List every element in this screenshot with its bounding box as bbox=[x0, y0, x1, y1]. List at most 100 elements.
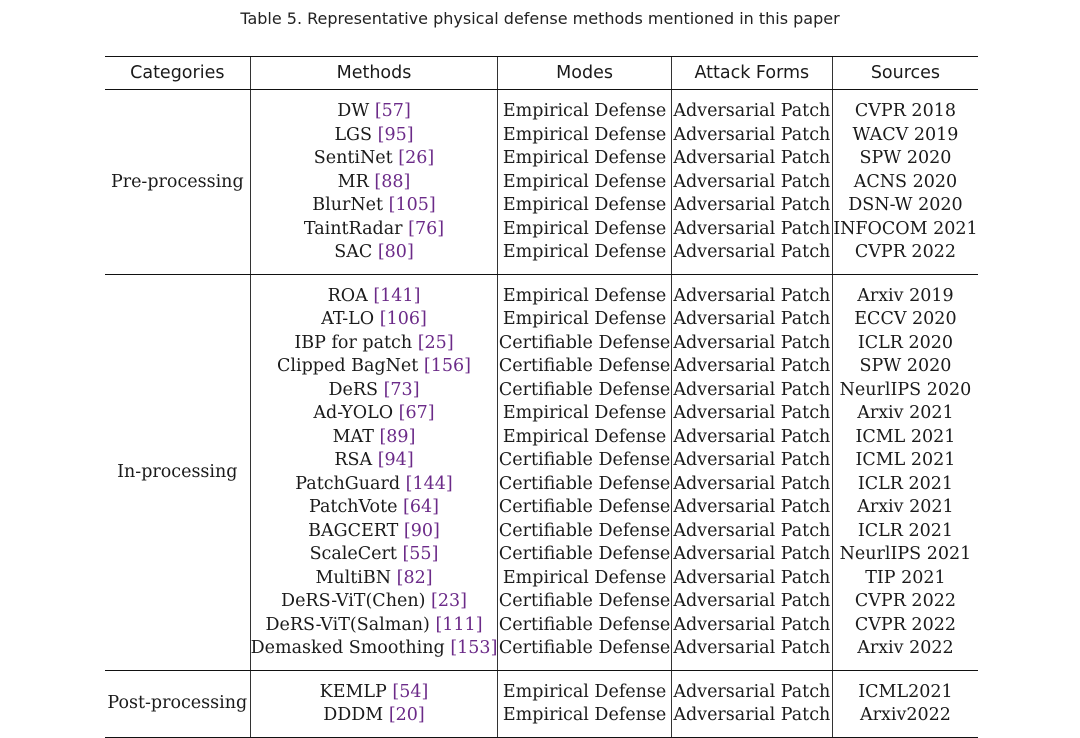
method-name: RSA bbox=[334, 450, 373, 470]
source-cell: ICML2021 bbox=[831, 680, 978, 704]
method-cell: MR [88] bbox=[249, 170, 498, 194]
attack-form-cell: Adversarial Patch bbox=[670, 217, 833, 241]
table-row: DeRS [73] Certifiable Defense Adversarial … bbox=[105, 378, 978, 402]
method-name: Ad-YOLO bbox=[313, 403, 394, 423]
table-row: PatchVote [64] Certifiable Defense Adversa… bbox=[105, 496, 978, 520]
citation-open-bracket: [ bbox=[398, 148, 406, 168]
method-cell: SAC [80] bbox=[249, 241, 498, 265]
source-cell: INFOCOM 2021 bbox=[831, 217, 978, 241]
table-row: AT-LO [106] Empirical Defense Adversarial … bbox=[105, 308, 978, 332]
table-row: SAC [80] Empirical Defense Adversarial Pat… bbox=[105, 241, 978, 265]
mode-cell: Empirical Defense bbox=[497, 566, 672, 590]
spacer-cell bbox=[497, 89, 672, 100]
table-row: IBP for patch [25] Certifiable Defense Adv… bbox=[105, 331, 978, 355]
method-cell: DW [57] bbox=[249, 100, 498, 124]
method-name: ScaleCert bbox=[309, 544, 397, 564]
citation-ref: 55 bbox=[409, 544, 432, 564]
attack-form-cell: Adversarial Patch bbox=[670, 449, 833, 473]
method-name: BlurNet bbox=[312, 195, 384, 215]
citation-ref: 105 bbox=[395, 195, 429, 215]
spacer-row bbox=[105, 274, 978, 285]
citation-ref: 67 bbox=[405, 403, 428, 423]
method-name: MAT bbox=[332, 426, 374, 447]
separator-row bbox=[105, 264, 978, 275]
citation-ref: 64 bbox=[409, 497, 433, 517]
citation-close-bracket: ] bbox=[419, 309, 427, 329]
mode-cell: Certifiable Defense bbox=[497, 613, 672, 637]
method-name: MR bbox=[337, 171, 369, 192]
citation-ref: 82 bbox=[403, 567, 426, 588]
citation-close-bracket: ] bbox=[437, 218, 445, 239]
method-cell: PatchVote [64] bbox=[249, 496, 498, 520]
attack-form-cell: Adversarial Patch bbox=[670, 355, 833, 379]
citation-close-bracket: ] bbox=[433, 520, 440, 541]
method-cell: TaintRadar [76] bbox=[249, 217, 498, 241]
citation-ref: 54 bbox=[399, 681, 422, 702]
citation-close-bracket: ] bbox=[432, 497, 439, 517]
citation-open-bracket: [ bbox=[431, 591, 438, 611]
header-modes: Modes bbox=[497, 56, 672, 90]
attack-form-cell: Adversarial Patch bbox=[670, 472, 833, 496]
separator-cell bbox=[831, 264, 978, 275]
mode-cell: Empirical Defense bbox=[497, 284, 672, 308]
method-name: AT-LO bbox=[321, 309, 375, 329]
method-name: LGS bbox=[334, 124, 373, 145]
method-name: PatchVote bbox=[308, 497, 398, 517]
attack-form-cell: Adversarial Patch bbox=[670, 284, 833, 308]
method-cell: AT-LO [106] bbox=[249, 308, 498, 332]
source-cell: CVPR 2022 bbox=[831, 241, 978, 265]
method-name: PatchGuard bbox=[295, 473, 401, 494]
table-row: BlurNet [105] Empirical Defense Adversaria… bbox=[105, 194, 978, 218]
citation-close-bracket: ] bbox=[428, 195, 436, 215]
separator-cell bbox=[249, 264, 498, 275]
method-name: DeRS-ViT(Salman) bbox=[265, 614, 430, 635]
mode-cell: Certifiable Defense bbox=[497, 331, 672, 355]
separator-cell bbox=[831, 727, 978, 738]
method-cell: BAGCERT [90] bbox=[249, 519, 498, 543]
method-name: SentiNet bbox=[313, 148, 393, 168]
citation-open-bracket: [ bbox=[377, 124, 385, 145]
source-cell: ECCV 2020 bbox=[831, 308, 978, 332]
mode-cell: Empirical Defense bbox=[497, 308, 672, 332]
method-cell: DeRS-ViT(Salman) [111] bbox=[249, 613, 498, 637]
attack-form-cell: Adversarial Patch bbox=[670, 147, 833, 171]
citation-close-bracket: ] bbox=[408, 426, 416, 447]
method-name: SAC bbox=[334, 242, 373, 262]
method-name: Clipped BagNet bbox=[277, 356, 419, 376]
citation-open-bracket: [ bbox=[408, 218, 415, 239]
table-row: RSA [94] Certifiable Defense Adversarial P… bbox=[105, 449, 978, 473]
category-cell: Pre-processing bbox=[110, 171, 244, 192]
table-row: Ad-YOLO [67] Empirical Defense Adversarial… bbox=[105, 402, 978, 426]
table-row: Post-processing KEMLP [54] Empirical Defen… bbox=[105, 680, 978, 713]
mode-cell: Empirical Defense bbox=[497, 241, 672, 265]
spacer-cell bbox=[670, 89, 833, 100]
attack-form-cell: Adversarial Patch bbox=[670, 241, 833, 265]
citation-open-bracket: [ bbox=[435, 614, 443, 635]
mode-cell: Certifiable Defense bbox=[497, 449, 672, 473]
header-methods: Methods bbox=[249, 56, 498, 90]
citation-close-bracket: ] bbox=[413, 285, 421, 306]
mode-cell: Certifiable Defense bbox=[497, 355, 672, 379]
source-cell: SPW 2020 bbox=[831, 355, 978, 379]
header-attack-forms: Attack Forms bbox=[670, 56, 833, 90]
attack-form-cell: Adversarial Patch bbox=[670, 543, 833, 567]
citation-close-bracket: ] bbox=[490, 638, 498, 658]
mode-cell: Empirical Defense bbox=[497, 704, 672, 728]
spacer-cell bbox=[831, 89, 978, 100]
spacer-cell bbox=[670, 670, 833, 681]
citation-ref: 20 bbox=[395, 705, 418, 725]
mode-cell: Empirical Defense bbox=[497, 170, 672, 194]
citation-close-bracket: ] bbox=[406, 450, 414, 470]
category-cell: In-processing bbox=[117, 461, 238, 482]
citation-ref: 144 bbox=[412, 473, 446, 494]
citation-close-bracket: ] bbox=[464, 356, 471, 376]
method-name: MultiBN bbox=[315, 567, 392, 588]
spacer-cell bbox=[249, 89, 498, 100]
citation-close-bracket: ] bbox=[417, 705, 425, 725]
separator-row bbox=[105, 727, 978, 738]
spacer-cell bbox=[105, 90, 250, 101]
method-name: DeRS bbox=[328, 379, 379, 400]
table-row: TaintRadar [76] Empirical Defense Adversar… bbox=[105, 217, 978, 241]
source-cell: ICML 2021 bbox=[831, 449, 978, 473]
method-name: KEMLP bbox=[319, 681, 387, 702]
